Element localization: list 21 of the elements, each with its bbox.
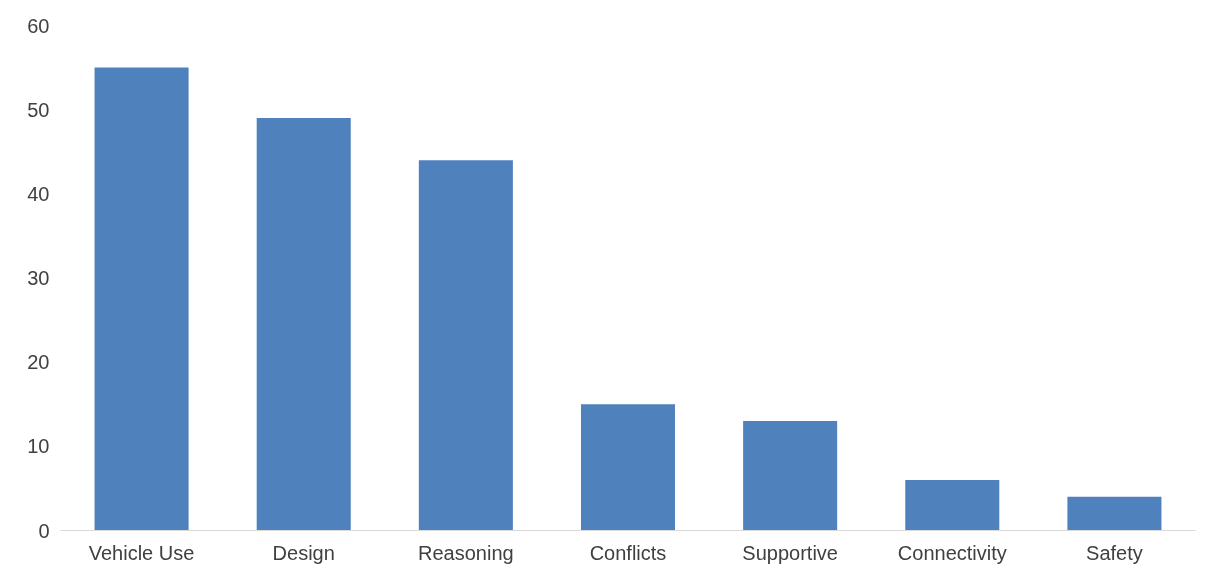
bar: [1067, 496, 1162, 531]
x-tick-label: Safety: [1086, 541, 1143, 564]
y-tick-label: 0: [38, 519, 50, 542]
bar: [580, 404, 676, 531]
y-tick-label: 60: [27, 14, 50, 37]
x-tick-label: Connectivity: [897, 541, 1007, 564]
x-tick-label: Reasoning: [418, 541, 514, 564]
x-tick-label: Conflicts: [589, 541, 667, 564]
x-tick-label: Supportive: [742, 541, 838, 564]
y-tick-label: 40: [27, 182, 50, 205]
bar: [256, 118, 351, 531]
bar: [94, 67, 189, 531]
y-tick-label: 30: [27, 267, 50, 289]
y-tick-label: 10: [27, 435, 50, 458]
x-tick-label: Design: [272, 541, 335, 564]
y-tick-label: 50: [27, 98, 50, 121]
y-tick-label: 20: [27, 351, 50, 374]
bar: [418, 160, 513, 531]
bar: [743, 421, 838, 531]
bar: [905, 480, 1000, 531]
x-tick-label: Vehicle Use: [88, 541, 195, 564]
